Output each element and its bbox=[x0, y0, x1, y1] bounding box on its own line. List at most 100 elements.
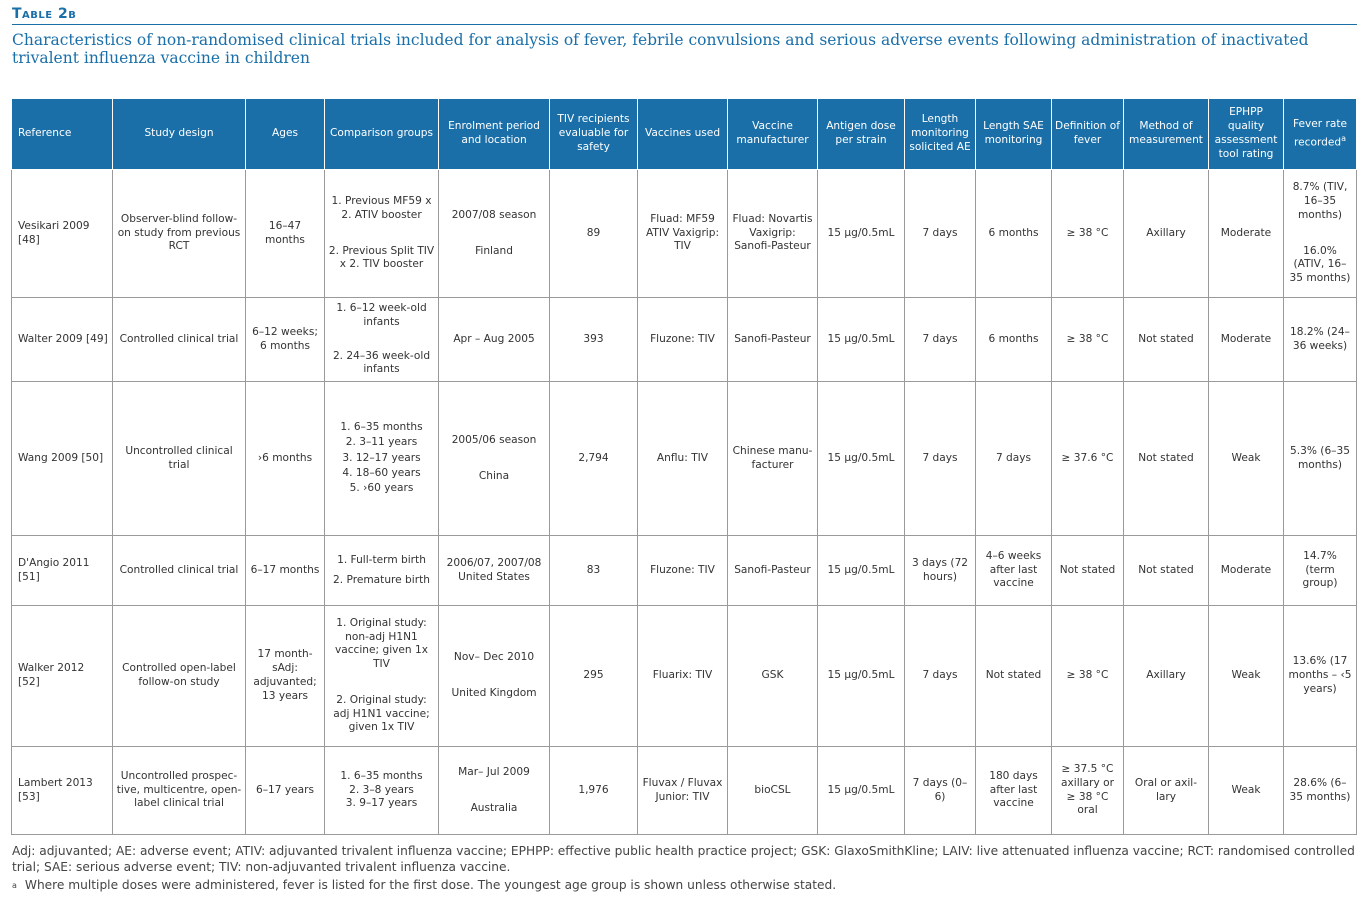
cell-enrolment: Apr – Aug 2005 bbox=[438, 297, 550, 382]
cell-ephpp-rating: Moderate bbox=[1208, 169, 1284, 298]
col-header-comparison-groups: Comparison groups bbox=[324, 98, 439, 170]
table-row: Walter 2009 [49] Controlled clinical tria… bbox=[11, 297, 1357, 382]
cell-enrolment-item: Finland bbox=[475, 244, 513, 257]
cell-comparison-groups-list: 1. Full-term birth 2. Premature birth bbox=[328, 554, 435, 588]
cell-reference: Wang 2009 [50] bbox=[11, 381, 113, 536]
cell-comparison-groups-item: 2. Premature birth bbox=[333, 573, 430, 586]
abbreviations-text: Adj: adjuvanted; AE: adverse event; ATIV… bbox=[12, 844, 1355, 874]
cell-enrolment: Mar– Jul 2009 Australia bbox=[438, 746, 550, 835]
trials-table: Reference Study design Ages Comparison g… bbox=[11, 98, 1357, 835]
cell-vaccines: Anflu: TIV bbox=[637, 381, 728, 536]
cell-fever-rate: 18.2% (24–36 weeks) bbox=[1283, 297, 1357, 382]
cell-recipients: 1,976 bbox=[549, 746, 638, 835]
cell-dose: 15 µg/0.5mL bbox=[817, 381, 905, 536]
cell-fever-rate-item: 16.0% (ATIV, 16–35 months) bbox=[1289, 244, 1351, 285]
cell-ages: 6–17 years bbox=[245, 746, 325, 835]
cell-fever-rate: 5.3% (6–35 months) bbox=[1283, 381, 1357, 536]
cell-sae: 6 months bbox=[975, 297, 1052, 382]
cell-study-design: Uncontrolled clinical trial bbox=[112, 381, 246, 536]
cell-ages: 6–12 weeks; 6 months bbox=[245, 297, 325, 382]
footnotes: Adj: adjuvanted; AE: adverse event; ATIV… bbox=[12, 844, 1357, 894]
cell-method: Axillary bbox=[1123, 605, 1209, 747]
dose-note-marker: a bbox=[12, 881, 17, 890]
cell-study-design: Controlled clinical trial bbox=[112, 535, 246, 606]
cell-fever-rate: 13.6% (17 months – ‹5 years) bbox=[1283, 605, 1357, 747]
cell-method: Axillary bbox=[1123, 169, 1209, 298]
dose-note: a Where multiple doses were administered… bbox=[12, 878, 1357, 894]
col-header-dose: Antigen dose per strain bbox=[817, 98, 905, 170]
col-header-study-design: Study design bbox=[112, 98, 246, 170]
cell-dose: 15 µg/0.5mL bbox=[817, 535, 905, 606]
cell-ephpp-rating: Weak bbox=[1208, 381, 1284, 536]
col-header-enrolment: Enrolment period and location bbox=[438, 98, 550, 170]
cell-comparison-groups: 1. Full-term birth 2. Premature birth bbox=[324, 535, 439, 606]
cell-fever-rate-item: 13.6% (17 months – ‹5 years) bbox=[1288, 655, 1352, 695]
cell-comparison-groups-list: 1. Original study: non-adj H1N1 vaccine;… bbox=[328, 617, 435, 736]
cell-fever-rate: 14.7% (term group) bbox=[1283, 535, 1357, 606]
cell-ages: 16–47 months bbox=[245, 169, 325, 298]
cell-enrolment-list: 2007/08 season Finland bbox=[442, 209, 546, 259]
cell-vaccines: Fluvax / Fluvax Junior: TIV bbox=[637, 746, 728, 835]
cell-ephpp-rating: Weak bbox=[1208, 605, 1284, 747]
cell-enrolment-list: Nov– Dec 2010 United Kingdom bbox=[442, 651, 546, 701]
cell-method: Not stated bbox=[1123, 381, 1209, 536]
cell-fever-definition: ≥ 37.5 °C axillary or ≥ 38 °C oral bbox=[1051, 746, 1124, 835]
col-header-ephpp-rating: EPHPP quality assessment tool rating bbox=[1208, 98, 1284, 170]
cell-comparison-groups-item: 3. 9–17 years bbox=[345, 797, 418, 810]
cell-fever-definition: ≥ 38 °C bbox=[1051, 605, 1124, 747]
cell-fever-rate-item: 5.3% (6–35 months) bbox=[1290, 444, 1350, 471]
cell-fever-rate-item: 8.7% (TIV, 16–35 months) bbox=[1292, 181, 1348, 221]
cell-fever-rate-item: 14.7% (term group) bbox=[1302, 549, 1338, 590]
cell-manufacturer: Sanofi-Pasteur bbox=[727, 297, 818, 382]
cell-recipients: 89 bbox=[549, 169, 638, 298]
cell-comparison-groups-item: 1. Full-term birth bbox=[337, 553, 426, 566]
col-header-vaccines: Vaccines used bbox=[637, 98, 728, 170]
cell-sae: 4–6 weeks after last vaccine bbox=[975, 535, 1052, 606]
cell-recipients: 83 bbox=[549, 535, 638, 606]
cell-enrolment: 2005/06 season China bbox=[438, 381, 550, 536]
cell-enrolment-item: United Kingdom bbox=[451, 687, 537, 699]
cell-solicited-ae: 7 days bbox=[904, 169, 976, 298]
cell-comparison-groups-item: 2. Original study: adj H1N1 vaccine; giv… bbox=[333, 693, 430, 734]
cell-enrolment-item: 2006/07, 2007/08 United States bbox=[446, 556, 542, 583]
cell-fever-rate-item: 18.2% (24–36 weeks) bbox=[1290, 325, 1350, 352]
cell-sae: Not stated bbox=[975, 605, 1052, 747]
cell-dose: 15 µg/0.5mL bbox=[817, 169, 905, 298]
cell-comparison-groups-item: 1. 6–35 months bbox=[340, 769, 423, 782]
cell-recipients: 393 bbox=[549, 297, 638, 382]
cell-comparison-groups: 1. Original study: non-adj H1N1 vaccine;… bbox=[324, 605, 439, 747]
cell-comparison-groups-item: 3. 12–17 years bbox=[342, 451, 421, 464]
cell-study-design: Controlled clinical trial bbox=[112, 297, 246, 382]
cell-fever-rate: 8.7% (TIV, 16–35 months) 16.0% (ATIV, 16–… bbox=[1283, 169, 1357, 298]
cell-vaccines: Fluad: MF59 ATIV Vaxigrip: TIV bbox=[637, 169, 728, 298]
cell-ages: 6–17 months bbox=[245, 535, 325, 606]
col-header-recipients: TIV recipients evaluable for safety bbox=[549, 98, 638, 170]
table-row: Vesikari 2009 [48] Observer-blind follow-… bbox=[11, 169, 1357, 298]
cell-comparison-groups-item: 1. 6–35 months bbox=[340, 421, 423, 433]
col-header-fever-rate: Fever rate recordeda bbox=[1283, 98, 1357, 170]
cell-ephpp-rating: Moderate bbox=[1208, 297, 1284, 382]
cell-reference: Lambert 2013 [53] bbox=[11, 746, 113, 835]
cell-comparison-groups-list: 1. 6–35 months 2. 3–8 years 3. 9–17 years bbox=[328, 770, 435, 811]
cell-ages: ›6 months bbox=[245, 381, 325, 536]
cell-enrolment: 2006/07, 2007/08 United States bbox=[438, 535, 550, 606]
cell-study-design: Controlled open-label follow-on study bbox=[112, 605, 246, 747]
cell-recipients: 2,794 bbox=[549, 381, 638, 536]
cell-manufacturer: Fluad: Novartis Vaxigrip: Sanofi-Pasteur bbox=[727, 169, 818, 298]
cell-manufacturer: bioCSL bbox=[727, 746, 818, 835]
cell-manufacturer: GSK bbox=[727, 605, 818, 747]
cell-enrolment-list: Apr – Aug 2005 bbox=[442, 333, 546, 347]
cell-comparison-groups-list: 1. 6–12 week-old infants 2. 24–36 week-ol… bbox=[328, 302, 435, 377]
cell-method: Oral or axil-lary bbox=[1123, 746, 1209, 835]
cell-enrolment-item: Mar– Jul 2009 bbox=[458, 765, 530, 778]
cell-ephpp-rating: Moderate bbox=[1208, 535, 1284, 606]
col-header-method: Method of measurement bbox=[1123, 98, 1209, 170]
table-row: Wang 2009 [50] Uncontrolled clinical tria… bbox=[11, 381, 1357, 536]
table-row: D'Angio 2011 [51] Controlled clinical tri… bbox=[11, 535, 1357, 606]
cell-reference: D'Angio 2011 [51] bbox=[11, 535, 113, 606]
cell-fever-definition: Not stated bbox=[1051, 535, 1124, 606]
cell-comparison-groups-item: 4. 18–60 years bbox=[342, 466, 421, 479]
fever-rate-header-text: Fever rate recorded bbox=[1292, 117, 1348, 149]
cell-solicited-ae: 7 days bbox=[904, 381, 976, 536]
cell-comparison-groups-item: 5. ›60 years bbox=[349, 482, 414, 495]
